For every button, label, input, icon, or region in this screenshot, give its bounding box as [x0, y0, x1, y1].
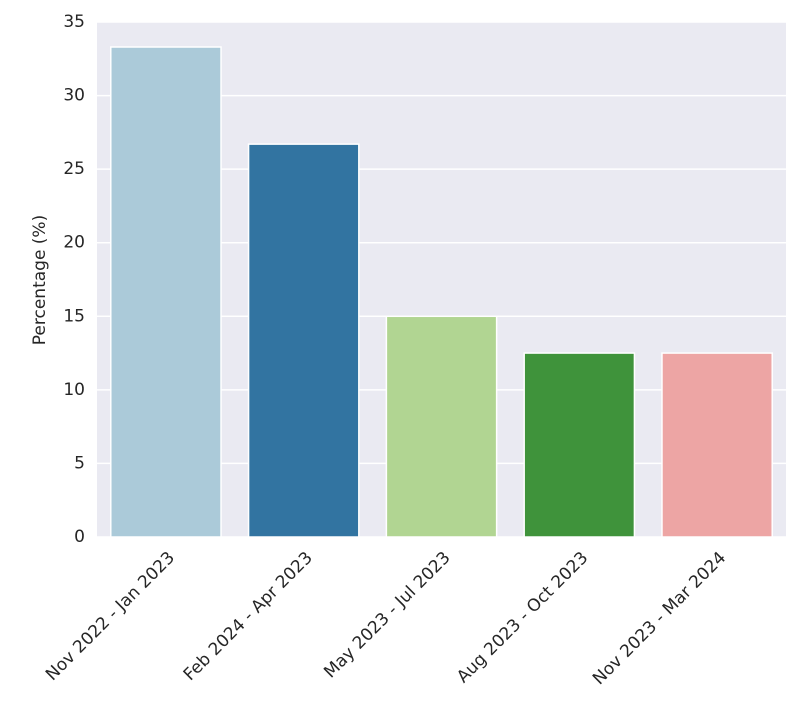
bar [385, 315, 498, 538]
y-axis-label: Percentage (%) [30, 215, 50, 345]
y-tick-label: 0 [74, 527, 85, 547]
y-tick-label: 5 [74, 453, 85, 473]
x-tick-label: Feb 2024 - Apr 2023 [180, 548, 317, 685]
x-tick-label: May 2023 - Jul 2023 [320, 548, 454, 682]
bar [247, 143, 360, 538]
x-tick-label: Nov 2022 - Jan 2023 [42, 548, 179, 685]
x-tick-label: Nov 2023 - Mar 2024 [589, 548, 730, 689]
x-tick-label: Aug 2023 - Oct 2023 [453, 548, 592, 687]
y-tick-label: 30 [63, 86, 85, 106]
bar [661, 352, 773, 538]
y-tick-label: 25 [63, 159, 85, 179]
y-tick-label: 10 [63, 380, 85, 400]
bar [523, 352, 636, 538]
y-tick-label: 35 [63, 12, 85, 32]
y-tick-label: 20 [63, 233, 85, 253]
bar [110, 46, 222, 538]
y-tick-label: 15 [63, 306, 85, 326]
